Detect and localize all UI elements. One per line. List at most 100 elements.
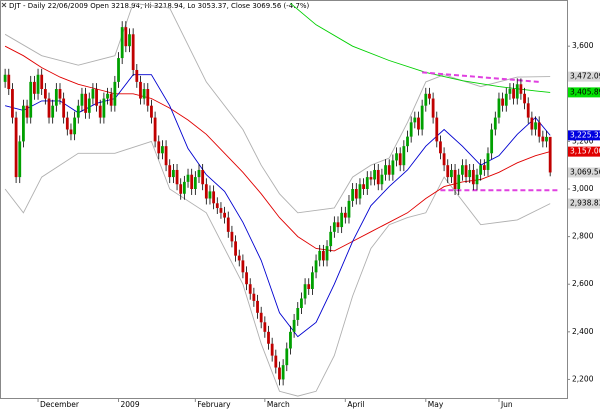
candle-body [186, 174, 190, 182]
candle-body [336, 222, 340, 228]
candle-body [281, 365, 285, 380]
price-label: 3,405.89 [570, 87, 600, 96]
price-label: 3,157.00 [570, 147, 600, 156]
candle-body [453, 169, 457, 190]
candle-body [270, 343, 274, 356]
candle-body [310, 272, 314, 289]
candle-body [62, 98, 66, 118]
candle-body [171, 169, 175, 178]
candle-body [161, 146, 164, 154]
y-tick-label: 2,800 [572, 232, 594, 241]
candle-body [40, 74, 44, 90]
y-tick-label: 3,000 [572, 184, 594, 193]
chart-title: DJT - Daily 22/06/2009 Open 3218.94, Hi … [9, 2, 310, 10]
candle-body [278, 367, 281, 380]
candle-body [87, 98, 91, 113]
candle-body [471, 169, 475, 185]
candle-body [318, 250, 322, 261]
y-tick-label: 3,600 [572, 41, 594, 50]
candle-body [362, 184, 366, 190]
candle-body [450, 169, 453, 178]
candle-body [435, 117, 439, 142]
candle-body [106, 93, 109, 99]
candle-body [204, 184, 208, 199]
candle-body [197, 169, 201, 178]
price-label-box [568, 167, 600, 178]
candle-body [32, 81, 36, 94]
candle-body [497, 98, 501, 118]
candle-body [431, 98, 435, 118]
candle-body [120, 27, 124, 59]
candle-body [142, 89, 146, 99]
candle-body [464, 165, 468, 178]
candle-body [354, 189, 358, 199]
x-tick-label: 2009 [121, 400, 140, 409]
candle-body [504, 93, 508, 106]
candle-body [526, 103, 530, 118]
candle-body [51, 105, 55, 118]
candle-body [486, 153, 490, 170]
price-label-box [568, 87, 600, 98]
candle-body [325, 246, 329, 261]
candle-body [223, 212, 227, 218]
candle-body [7, 74, 11, 90]
candle-body [65, 117, 69, 130]
candle-body [285, 348, 289, 366]
candle-body [73, 117, 77, 135]
candle-body [14, 117, 18, 178]
x-tick-label: May [428, 400, 444, 409]
price-label-box [568, 198, 600, 209]
candle-body [369, 177, 373, 180]
candle-body [340, 212, 344, 228]
candle-body [402, 146, 406, 166]
candle-body [508, 89, 512, 94]
candle-body [274, 355, 278, 368]
candle-body [424, 93, 428, 106]
candle-body [439, 141, 442, 154]
y-tick-label: 3,200 [572, 136, 594, 145]
candle-body [460, 165, 464, 175]
candle-body [237, 255, 241, 261]
candle-body [493, 117, 497, 130]
candle-body [179, 184, 183, 194]
candle-body [512, 89, 515, 99]
candle-body [11, 89, 14, 118]
candle-body [351, 189, 355, 201]
candle-body [22, 105, 25, 142]
candle-body [545, 136, 548, 142]
candle-body [398, 153, 402, 166]
candle-body [139, 81, 142, 99]
candle-body [95, 89, 98, 106]
candle-body [442, 153, 446, 166]
candle-body [267, 331, 270, 344]
candle-body [175, 169, 179, 185]
candle-body [428, 93, 431, 99]
candle-body [208, 191, 212, 199]
candle-body [300, 298, 303, 309]
candle-body [537, 122, 541, 137]
x-tick-label: February [197, 400, 231, 409]
candle-body [515, 84, 519, 99]
candle-body [384, 165, 387, 175]
candle-body [303, 284, 307, 299]
candle-body [84, 93, 87, 113]
candle-body [417, 117, 420, 130]
candle-body [54, 89, 58, 106]
price-label-box [568, 146, 600, 157]
candle-body [109, 93, 113, 106]
candle-body [332, 222, 336, 232]
candle-body [413, 117, 417, 123]
candle-body [146, 89, 150, 106]
candle-body [36, 74, 40, 94]
candle-body [80, 93, 84, 106]
price-label: 3,225.32 [570, 130, 600, 139]
candle-body [150, 105, 153, 118]
candle-body [289, 331, 292, 349]
candle-body [457, 174, 461, 190]
candle-body [153, 117, 157, 142]
y-tick-label: 2,600 [572, 279, 594, 288]
price-label: 3,472.09 [570, 72, 600, 81]
candle-body [468, 169, 472, 178]
candle-body [501, 98, 505, 106]
